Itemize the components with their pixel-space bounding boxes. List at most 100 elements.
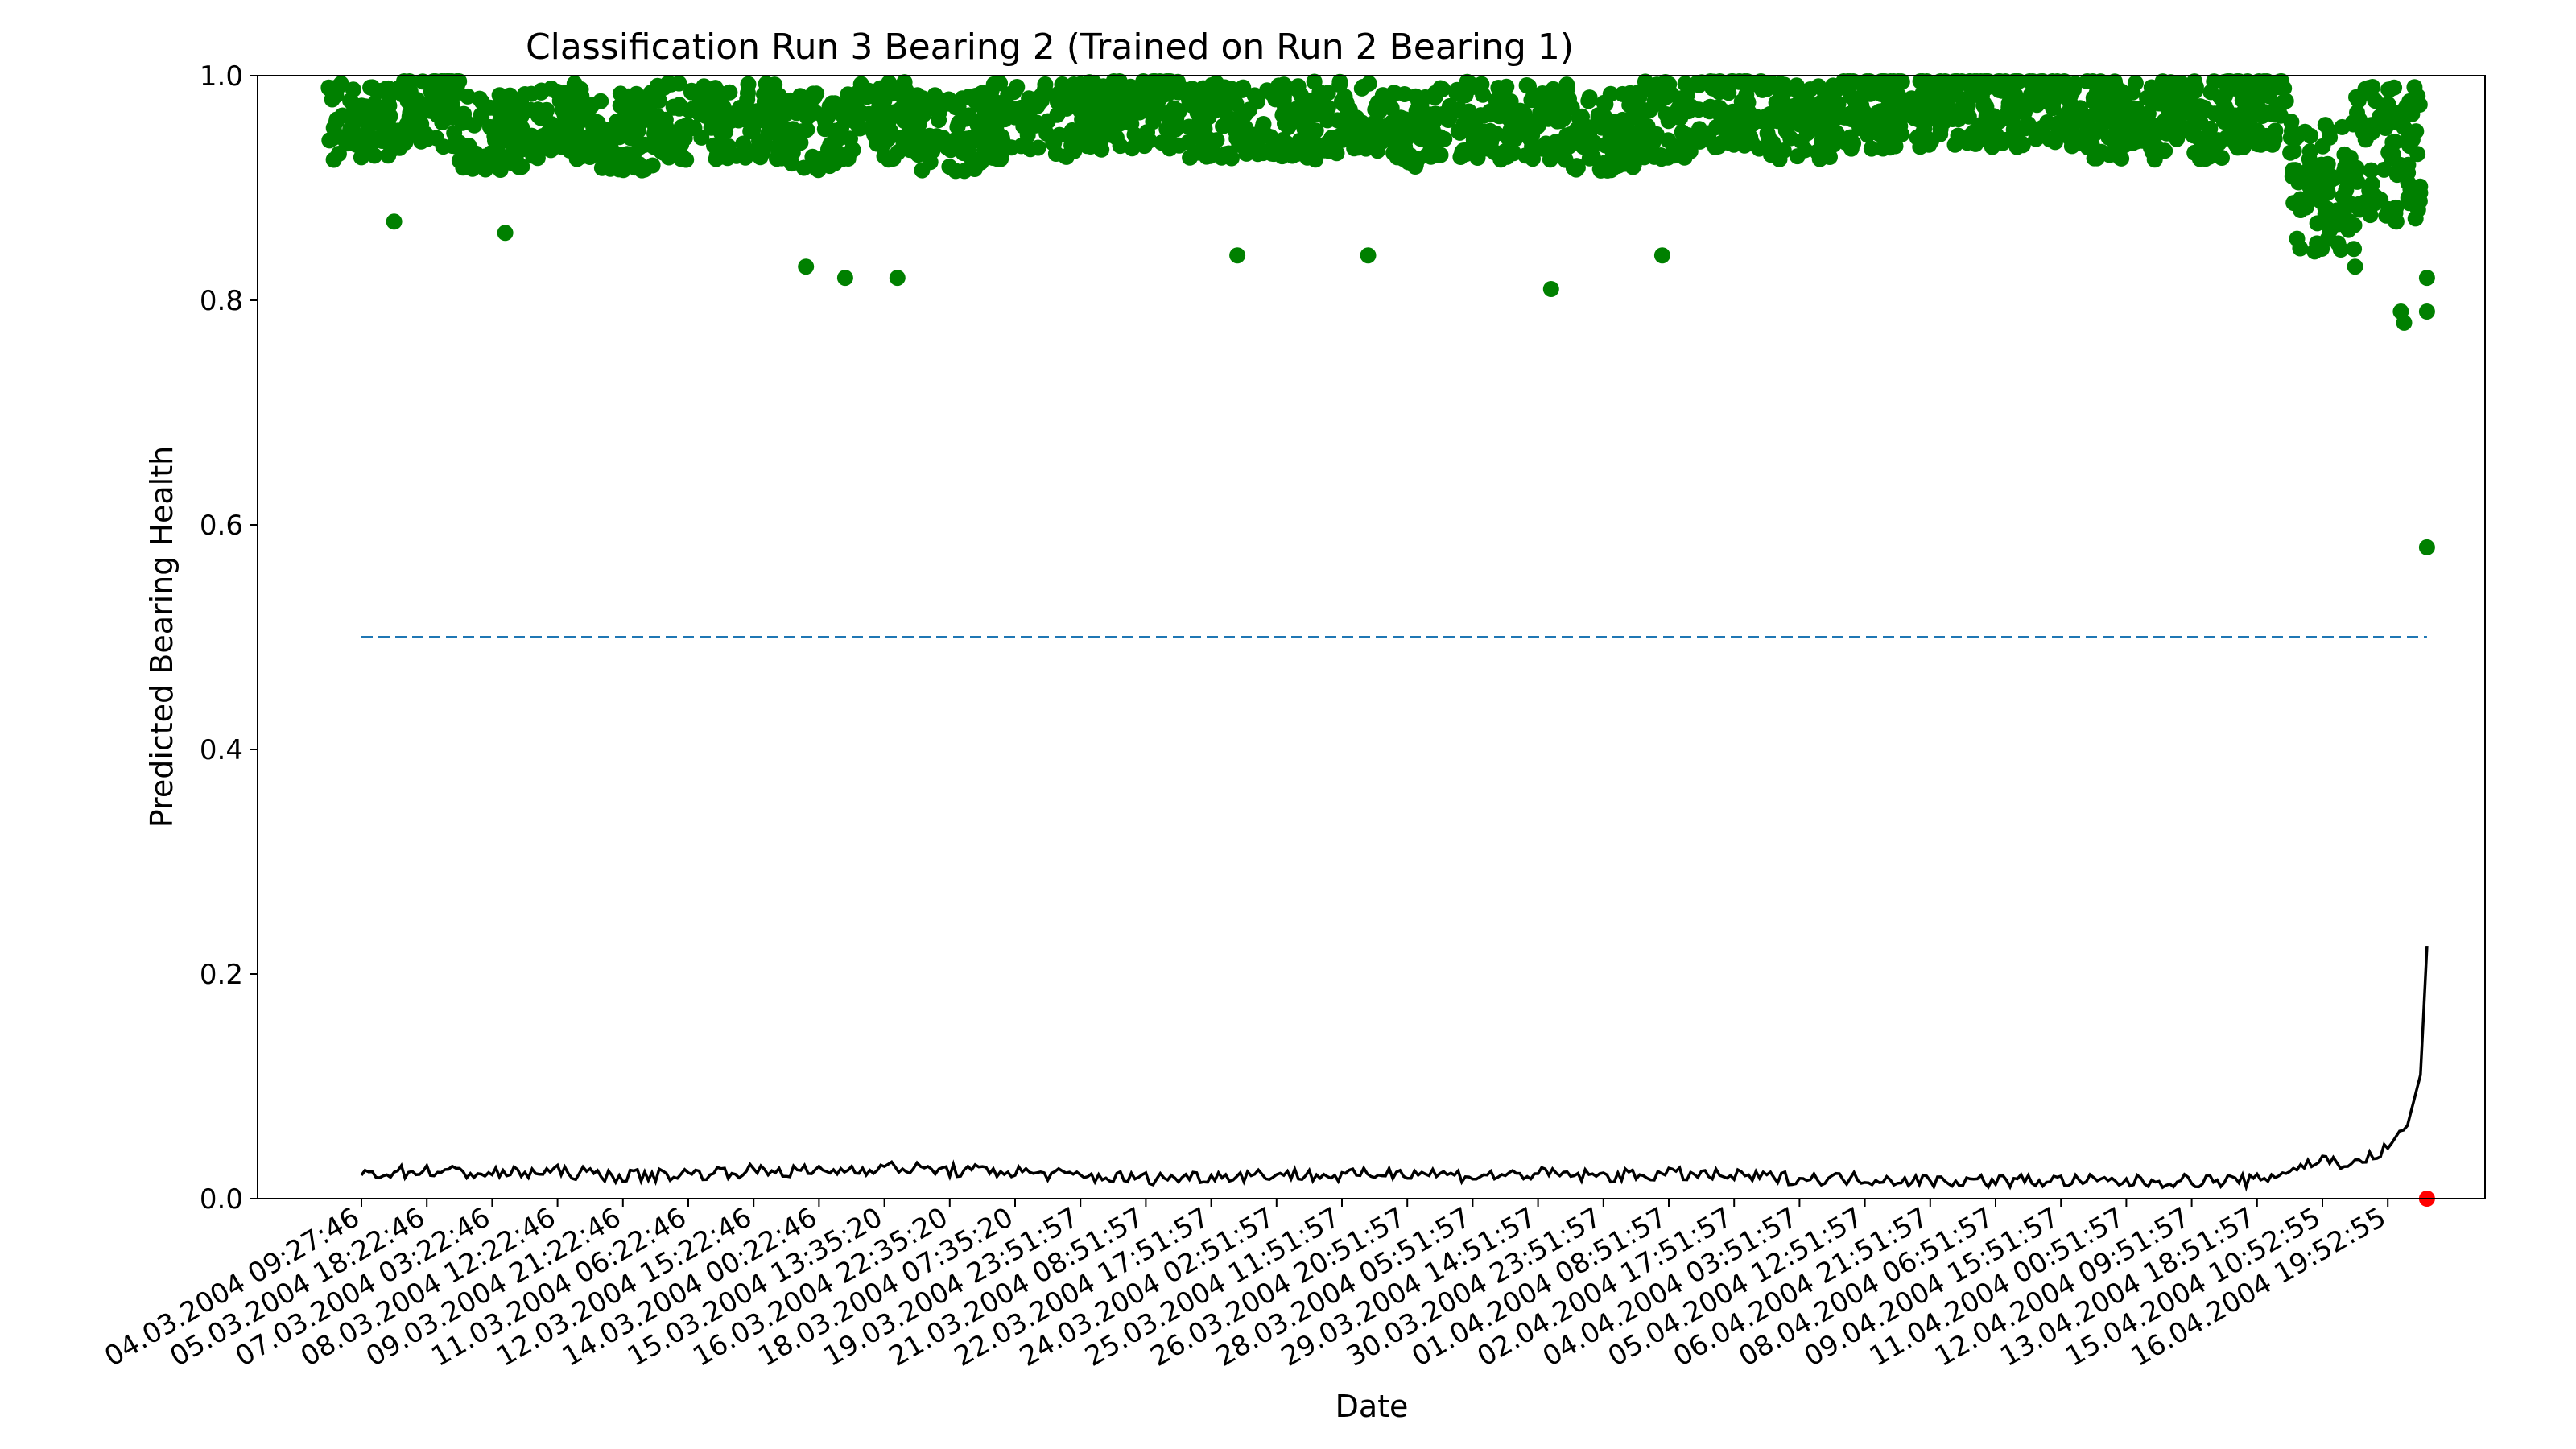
health-point <box>1071 100 1088 117</box>
health-point <box>590 125 607 142</box>
health-point <box>852 76 869 93</box>
health-point <box>2334 188 2351 205</box>
health-point <box>593 159 610 176</box>
health-point <box>721 84 738 101</box>
health-point <box>1880 98 1897 115</box>
health-point <box>1353 80 1370 97</box>
health-point <box>1856 83 1873 100</box>
health-point <box>1203 76 1220 93</box>
health-point <box>1804 119 1820 136</box>
health-point <box>2332 242 2349 258</box>
health-point <box>334 107 351 124</box>
health-point <box>2259 73 2276 89</box>
health-point <box>2157 142 2174 159</box>
health-point <box>720 112 737 129</box>
health-point <box>660 149 677 166</box>
health-point <box>2376 161 2392 178</box>
health-point <box>338 134 354 151</box>
y-tick-label: 0.8 <box>200 285 243 317</box>
health-point <box>435 138 452 155</box>
health-point <box>1154 87 1170 104</box>
health-point <box>1927 97 1944 114</box>
health-point <box>342 121 359 138</box>
health-point <box>1744 76 1761 93</box>
health-point <box>612 85 629 102</box>
health-point <box>1788 114 1805 131</box>
health-point <box>1005 84 1022 101</box>
health-point <box>691 88 708 105</box>
health-point <box>593 148 610 165</box>
health-point <box>1977 122 1994 138</box>
health-point <box>586 113 603 130</box>
health-point <box>1569 159 1586 176</box>
health-point <box>1890 73 1906 89</box>
health-point <box>2367 93 2384 109</box>
health-point <box>1369 117 1386 133</box>
health-point <box>1054 76 1071 93</box>
health-point <box>788 105 805 122</box>
health-point <box>1078 81 1095 98</box>
health-point <box>1568 121 1585 138</box>
health-point <box>2284 168 2301 185</box>
health-point <box>836 270 853 287</box>
health-point <box>827 95 844 112</box>
health-point <box>1921 136 1938 153</box>
health-point <box>2285 142 2302 159</box>
health-point <box>1660 113 1677 130</box>
health-point <box>456 156 473 173</box>
health-point <box>2364 79 2381 95</box>
health-point <box>1305 150 1322 167</box>
health-point <box>1780 98 1797 115</box>
health-point <box>1648 126 1665 142</box>
health-point <box>2321 122 2338 139</box>
health-point <box>2021 73 2038 89</box>
health-point <box>1122 78 1139 95</box>
health-point <box>2233 109 2250 126</box>
health-point <box>1962 77 1979 94</box>
health-point <box>1759 125 1776 142</box>
health-point <box>429 90 446 107</box>
health-point <box>2101 147 2118 163</box>
health-point <box>1941 102 1958 119</box>
health-point <box>740 76 757 93</box>
health-point <box>1158 121 1175 138</box>
health-point <box>626 97 643 114</box>
health-point <box>1498 78 1515 95</box>
health-point <box>1661 76 1678 93</box>
health-point <box>1759 107 1776 124</box>
health-point <box>1022 141 1038 158</box>
health-point <box>1395 147 1411 163</box>
health-point <box>1767 146 1784 163</box>
health-point <box>742 123 759 140</box>
health-point <box>782 92 799 109</box>
health-point <box>1432 147 1449 163</box>
health-point <box>1822 149 1838 165</box>
health-point <box>2009 136 2026 152</box>
health-point <box>728 147 745 164</box>
series-health-points <box>320 73 2435 555</box>
health-point <box>1232 81 1249 98</box>
health-point <box>1556 143 1573 160</box>
health-point <box>1422 106 1439 123</box>
health-point <box>523 85 540 102</box>
health-point <box>2377 120 2394 136</box>
health-point <box>2347 258 2363 275</box>
health-point <box>1839 73 1856 89</box>
series-score-line <box>360 946 2429 1192</box>
health-point <box>1455 116 1472 133</box>
health-point <box>1740 102 1757 119</box>
health-point <box>1202 147 1219 164</box>
health-point <box>655 80 672 96</box>
health-point <box>2309 215 2326 232</box>
health-point <box>2238 87 2255 104</box>
health-point <box>1047 146 1064 162</box>
health-point <box>460 138 477 154</box>
health-point <box>1387 85 1404 101</box>
health-point <box>325 151 342 168</box>
health-point <box>1650 95 1667 112</box>
health-point <box>2086 90 2103 107</box>
health-point <box>1109 116 1126 133</box>
health-point <box>1629 85 1645 101</box>
health-point <box>2348 109 2365 126</box>
health-point <box>497 115 514 132</box>
